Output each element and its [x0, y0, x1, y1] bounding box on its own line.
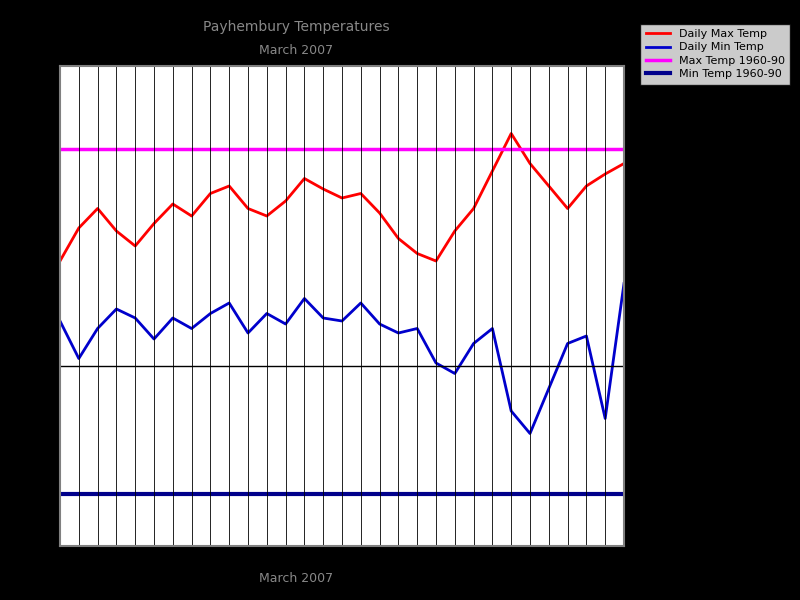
Legend: Daily Max Temp, Daily Min Temp, Max Temp 1960-90, Min Temp 1960-90: Daily Max Temp, Daily Min Temp, Max Temp… — [640, 23, 790, 85]
Text: March 2007: March 2007 — [259, 572, 333, 586]
Text: Payhembury Temperatures: Payhembury Temperatures — [202, 20, 390, 34]
Text: March 2007: March 2007 — [259, 44, 333, 58]
